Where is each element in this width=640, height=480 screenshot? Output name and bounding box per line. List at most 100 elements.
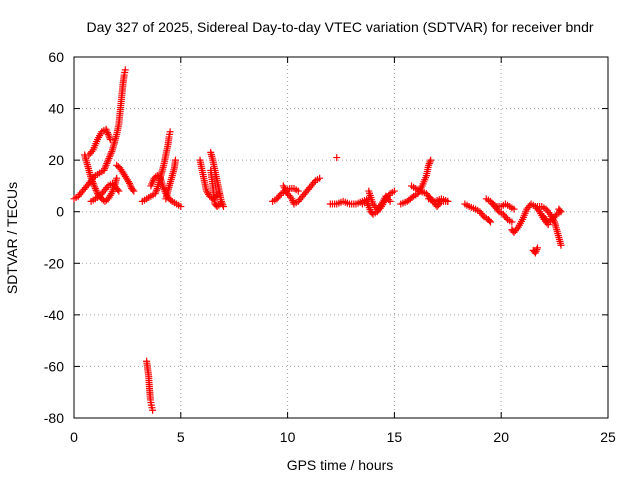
y-tick-label: -60 [44, 358, 64, 374]
data-point [485, 217, 493, 225]
x-axis-label: GPS time / hours [287, 457, 394, 473]
data-point [502, 214, 510, 222]
data-point [90, 181, 98, 189]
data-point [126, 179, 134, 187]
data-point [106, 153, 114, 161]
y-axis-label: SDTVAR / TECUs [4, 182, 20, 294]
data-point [88, 176, 96, 184]
x-tick-label: 0 [70, 429, 78, 445]
data-point [333, 154, 341, 162]
data-point [87, 174, 95, 182]
x-tick-label: 10 [280, 429, 296, 445]
data-point [151, 190, 159, 198]
data-point [101, 165, 109, 173]
data-point [91, 183, 99, 191]
data-point [386, 197, 394, 205]
data-point [101, 163, 109, 171]
data-point [121, 66, 129, 74]
data-points [70, 66, 565, 414]
data-point [556, 206, 564, 214]
data-point [385, 196, 393, 204]
data-point [102, 125, 110, 133]
y-tick-label: 40 [48, 101, 64, 117]
data-point [551, 212, 559, 220]
data-point [534, 206, 542, 214]
data-point [106, 136, 114, 144]
data-point [444, 197, 452, 205]
data-point [103, 127, 111, 135]
data-point [316, 174, 324, 182]
x-tick-label: 25 [600, 429, 616, 445]
data-point [531, 249, 539, 257]
data-point [92, 186, 100, 194]
data-point [288, 195, 296, 203]
data-point [130, 187, 138, 195]
data-point [390, 187, 398, 195]
data-point [103, 129, 111, 137]
data-point [408, 194, 416, 202]
data-point [105, 132, 113, 140]
data-point [88, 148, 96, 156]
y-tick-label: -40 [44, 307, 64, 323]
data-point [426, 158, 434, 166]
data-point [113, 174, 121, 182]
data-point [425, 161, 433, 169]
data-point [533, 246, 541, 254]
y-tick-label: 0 [56, 204, 64, 220]
data-point [106, 191, 114, 199]
data-point [425, 160, 433, 168]
y-tick-label: 60 [48, 49, 64, 65]
data-point [487, 218, 495, 226]
axis-ticks: 0 5 10 15 20 25 -80 -60 -40 -20 0 20 40 60 [44, 49, 616, 445]
data-point [129, 186, 137, 194]
data-point [510, 205, 518, 213]
data-point [149, 406, 157, 414]
data-point [107, 149, 115, 157]
data-point [103, 184, 111, 192]
data-point [126, 181, 134, 189]
data-point [103, 158, 111, 166]
data-point [104, 156, 112, 164]
data-point [215, 201, 223, 209]
data-point [105, 154, 113, 162]
data-point [294, 187, 302, 195]
data-point [104, 130, 112, 138]
data-point [166, 128, 174, 136]
y-tick-label: 20 [48, 152, 64, 168]
x-tick-label: 20 [493, 429, 509, 445]
data-point [103, 160, 111, 168]
data-point [177, 203, 185, 211]
x-tick-label: 15 [387, 429, 403, 445]
y-tick-label: -20 [44, 255, 64, 271]
data-point [91, 185, 99, 193]
data-point [513, 225, 521, 233]
plot-frame [73, 56, 609, 419]
data-point [115, 187, 123, 195]
data-point [289, 197, 297, 205]
data-point [557, 241, 565, 249]
data-point [545, 209, 553, 217]
data-point [114, 186, 122, 194]
grid [74, 57, 608, 418]
x-tick-label: 5 [177, 429, 185, 445]
y-tick-label: -80 [44, 410, 64, 426]
data-point [427, 156, 435, 164]
data-point [89, 178, 97, 186]
data-point [102, 161, 110, 169]
data-point [108, 148, 116, 156]
data-point [376, 202, 384, 210]
data-point [153, 186, 161, 194]
data-point [106, 134, 114, 142]
data-point [171, 156, 179, 164]
data-point [534, 244, 542, 252]
data-point [479, 211, 487, 219]
data-point [276, 191, 284, 199]
data-point [106, 151, 114, 159]
data-point [555, 205, 563, 213]
data-point [216, 200, 224, 208]
data-point [508, 218, 516, 226]
data-point [152, 188, 160, 196]
chart-title: Day 327 of 2025, Sidereal Day-to-day VTE… [86, 19, 593, 35]
data-point [532, 247, 540, 255]
